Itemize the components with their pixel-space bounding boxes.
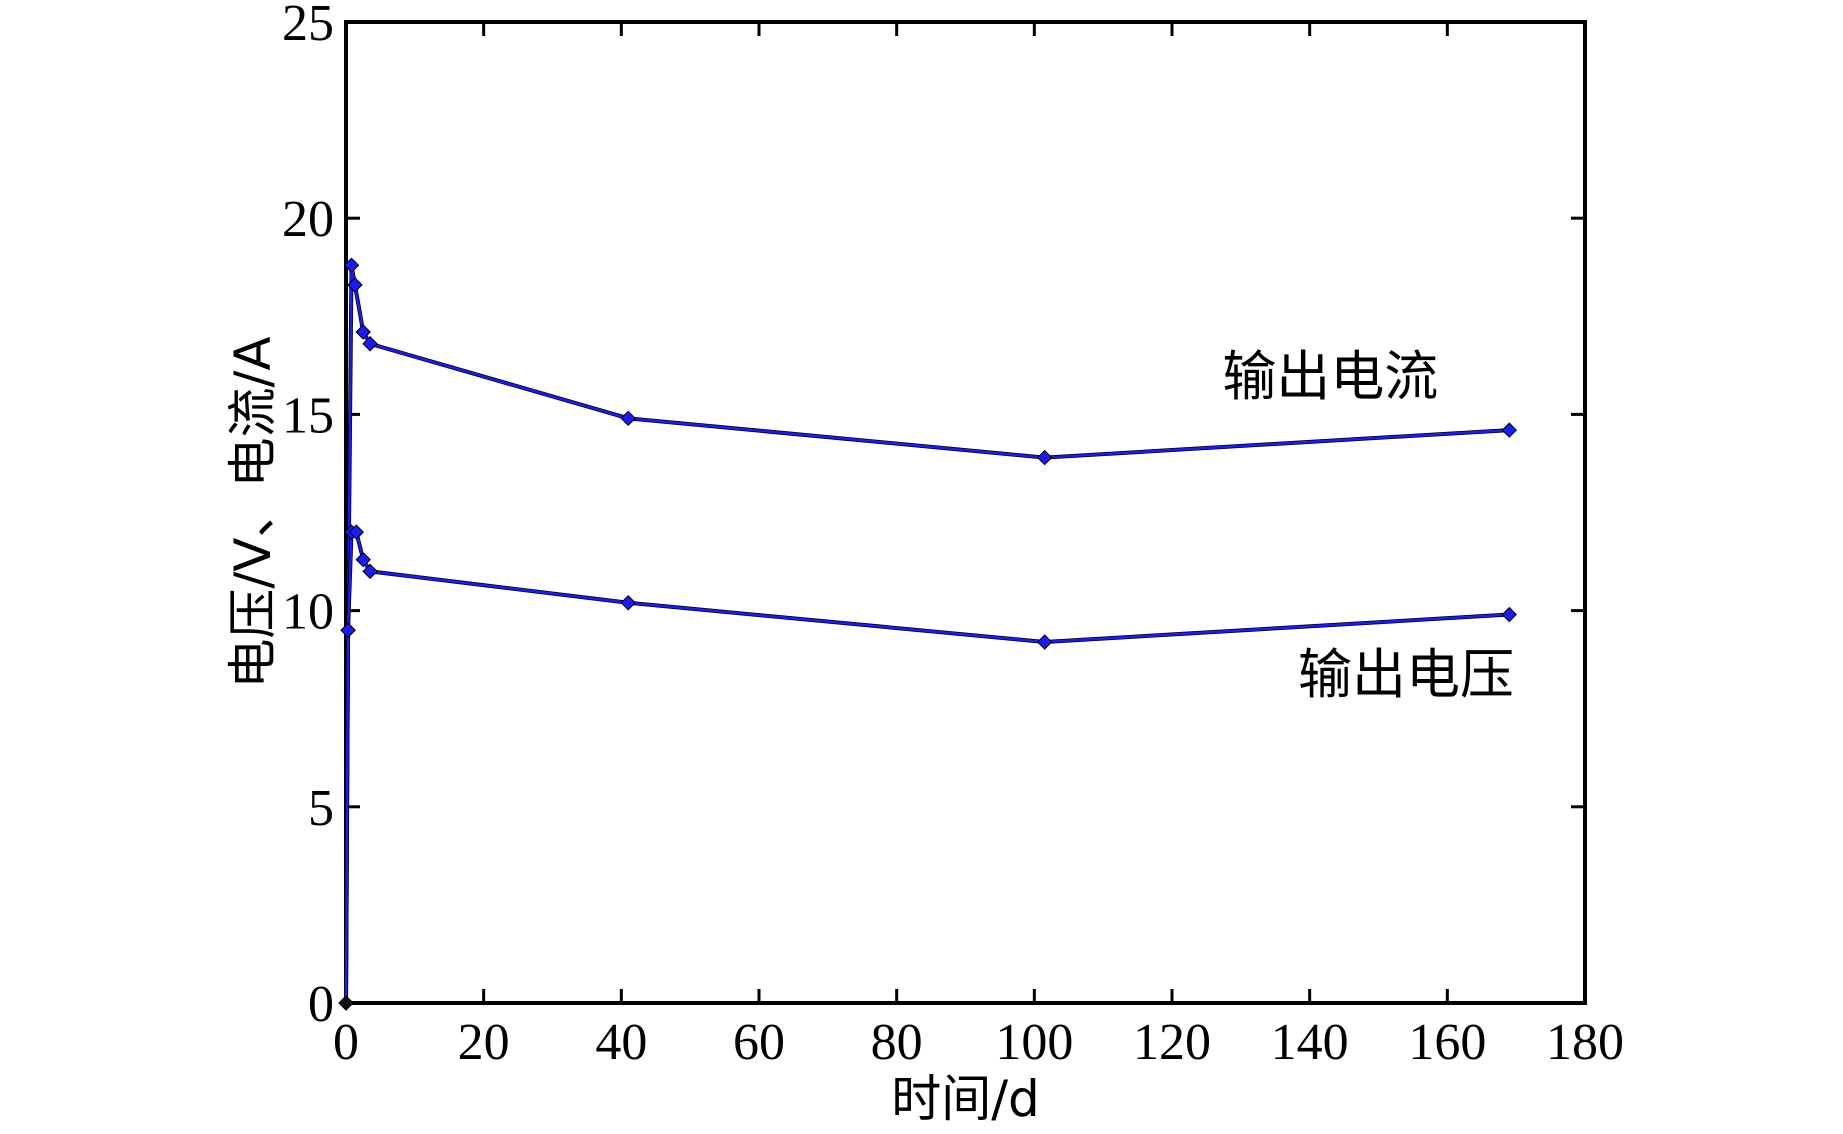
x-axis-label: 时间/d xyxy=(891,1070,1040,1128)
x-tick-label: 100 xyxy=(995,1014,1073,1071)
data-point xyxy=(620,410,636,427)
series-输出电压 xyxy=(338,524,1517,1011)
x-tick-label: 20 xyxy=(458,1014,510,1071)
series-annotation: 输出电压 xyxy=(1298,643,1514,706)
series-line xyxy=(344,530,1510,1004)
data-point xyxy=(1501,422,1517,438)
x-tick-label: 140 xyxy=(1271,1014,1349,1071)
labels-layer: 时间/d 电压/V、电流/A xyxy=(224,336,1040,1128)
series-annotation: 输出电流 xyxy=(1222,345,1438,408)
data-point xyxy=(1501,606,1517,623)
x-tick-label: 180 xyxy=(1546,1014,1624,1071)
x-tick-label: 160 xyxy=(1408,1014,1486,1071)
y-tick-label: 10 xyxy=(282,584,334,641)
data-point xyxy=(362,563,378,580)
data-point xyxy=(348,524,365,540)
axes: 0 20 40 60 80 100 120 140 160 180 0 5 10 15 20 25 xyxy=(282,0,1624,1071)
x-tick-label: 40 xyxy=(595,1014,647,1071)
data-point xyxy=(620,595,636,611)
data-point xyxy=(338,995,354,1011)
x-tick-label: 120 xyxy=(1133,1014,1211,1071)
series-line-shadow xyxy=(344,530,1510,1004)
data-point xyxy=(340,622,356,638)
data-point xyxy=(1036,634,1053,650)
x-tick-label: 0 xyxy=(333,1014,359,1071)
y-tick-label: 25 xyxy=(282,0,334,52)
y-tick-label: 0 xyxy=(308,976,334,1033)
data-point xyxy=(347,277,363,293)
y-tick-label: 15 xyxy=(282,387,334,444)
data-point xyxy=(1036,449,1053,466)
x-tick-label: 80 xyxy=(871,1014,923,1071)
data-point xyxy=(355,324,371,340)
plot-frame xyxy=(344,20,1587,1005)
x-tick-label: 60 xyxy=(733,1014,785,1071)
data-point xyxy=(362,336,378,352)
y-tick-label: 20 xyxy=(282,191,334,248)
data-point xyxy=(343,257,360,273)
data-point xyxy=(355,551,371,568)
y-axis-label: 电压/V、电流/A xyxy=(224,336,282,688)
y-tick-label: 5 xyxy=(308,780,334,837)
